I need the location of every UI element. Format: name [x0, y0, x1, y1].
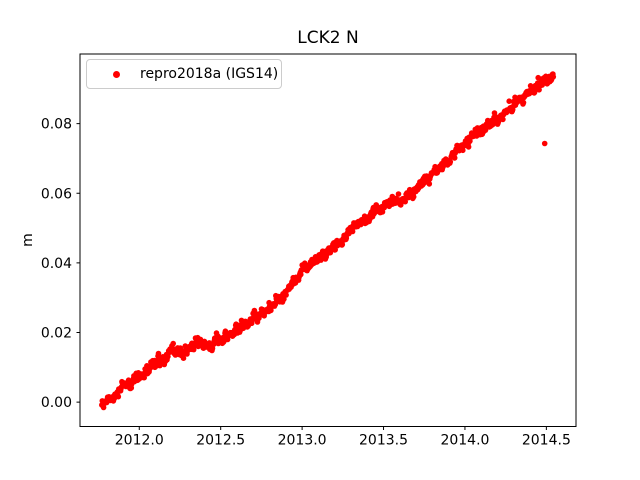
scatter-point [141, 374, 147, 381]
legend-marker-dot-icon [113, 70, 120, 78]
scatter-point [339, 241, 346, 248]
chart-title: LCK2 N [297, 28, 359, 48]
legend-entry-label: repro2018a (IGS14) [140, 66, 279, 82]
scatter-point [426, 181, 433, 187]
y-tick-label: 0.08 [41, 117, 72, 133]
scatter-point [395, 191, 402, 197]
x-tick-label: 2013.0 [278, 433, 327, 449]
y-tick-label: 0.02 [41, 326, 72, 342]
x-tick-label: 2012.5 [196, 433, 245, 449]
scatter-point [460, 147, 466, 154]
scatter-series [99, 71, 557, 411]
legend: repro2018a (IGS14) [86, 59, 282, 89]
scatter-point [379, 209, 386, 215]
scatter-point [465, 144, 472, 150]
scatter-point [283, 292, 289, 298]
scatter-point [550, 74, 557, 80]
x-tick-label: 2013.5 [359, 433, 408, 449]
scatter-point [500, 116, 506, 123]
scatter-point [209, 345, 216, 352]
y-tick-label: 0.04 [41, 256, 72, 272]
scatter-point [170, 340, 176, 347]
scatter-point [451, 155, 458, 161]
scatter-point [447, 159, 454, 165]
x-tick-label: 2012.0 [115, 433, 164, 449]
scatter-outlier-point [541, 140, 548, 147]
scatter-point [410, 194, 417, 200]
scatter-point [180, 355, 187, 362]
scatter-point [506, 98, 512, 104]
x-tick-label: 2014.5 [522, 433, 571, 449]
x-tick-label: 2014.0 [440, 433, 489, 449]
scatter-point [332, 247, 339, 253]
scatter-point [115, 393, 122, 400]
scatter-point [298, 271, 304, 278]
axes-frame [79, 53, 577, 427]
scatter-point [536, 87, 542, 93]
scatter-point [349, 228, 356, 235]
scatter-point [520, 99, 527, 106]
scatter-point [281, 296, 287, 302]
y-tick-label: 0.00 [41, 395, 72, 411]
y-tick-label: 0.06 [41, 186, 72, 202]
